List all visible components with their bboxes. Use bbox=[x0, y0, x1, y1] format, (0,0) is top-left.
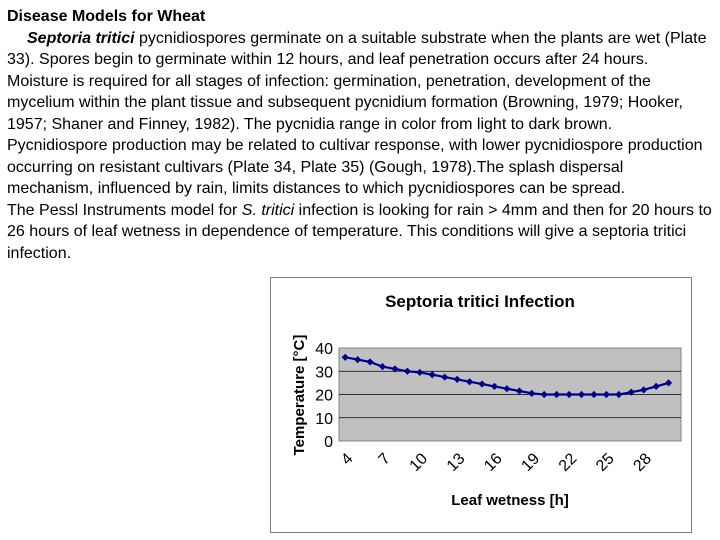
data-point-marker bbox=[565, 390, 573, 399]
data-point-marker bbox=[515, 387, 523, 395]
paragraph-septoria: Septoria tritici pycnidiospores germinat… bbox=[7, 28, 713, 200]
x-tick-label: 7 bbox=[376, 450, 394, 468]
data-point-marker bbox=[615, 390, 623, 399]
data-point-marker bbox=[354, 356, 362, 364]
y-tick-label: 10 bbox=[315, 411, 333, 428]
data-point-marker bbox=[553, 390, 561, 399]
document-body: Disease Models for Wheat Septoria tritic… bbox=[7, 6, 713, 264]
chart-title: Septoria tritici Infection bbox=[385, 292, 575, 311]
data-point-marker bbox=[540, 390, 548, 399]
y-tick-label: 30 bbox=[315, 364, 333, 381]
paragraph-pessl-model: The Pessl Instruments model for S. triti… bbox=[7, 200, 713, 265]
y-tick-label: 0 bbox=[324, 434, 333, 451]
x-tick-label: 25 bbox=[593, 450, 618, 475]
y-tick-label: 40 bbox=[315, 341, 333, 358]
x-tick-label: 16 bbox=[481, 450, 506, 475]
paragraph-text-end: infection is looking for rain > 4mm and … bbox=[7, 201, 712, 262]
data-point-marker bbox=[503, 385, 511, 393]
y-tick-label: 20 bbox=[315, 388, 333, 405]
data-point-marker bbox=[577, 390, 586, 399]
paragraph-text: pycnidiospores germinate on a suitable s… bbox=[7, 29, 707, 198]
y-axis-label: Temperature [°C] bbox=[291, 335, 308, 456]
data-point-marker bbox=[627, 388, 635, 396]
x-axis-label: Leaf wetness [h] bbox=[451, 492, 569, 509]
data-point-marker bbox=[602, 390, 610, 399]
x-tick-label: 4 bbox=[338, 450, 356, 468]
document-title: Disease Models for Wheat bbox=[7, 8, 206, 25]
x-tick-label: 10 bbox=[407, 450, 432, 475]
data-point-marker bbox=[416, 368, 424, 377]
data-point-marker bbox=[403, 367, 411, 375]
x-axis-ticks: 4 7 10 13 16 19 22 25 28 bbox=[338, 450, 655, 475]
species-name: Septoria tritici bbox=[27, 29, 135, 47]
x-tick-label: 19 bbox=[518, 450, 543, 475]
data-point-marker bbox=[590, 390, 598, 399]
data-point-marker bbox=[664, 379, 673, 387]
species-abbrev: S. tritici bbox=[241, 201, 295, 219]
paragraph-text-start: The Pessl Instruments model for bbox=[7, 201, 242, 219]
x-tick-label: 28 bbox=[630, 450, 655, 475]
data-point-marker bbox=[528, 389, 536, 397]
x-tick-label: 22 bbox=[556, 450, 581, 475]
x-tick-label: 13 bbox=[444, 450, 469, 475]
y-axis-ticks: 0 10 20 30 40 bbox=[315, 341, 333, 451]
data-point-marker bbox=[441, 373, 449, 381]
